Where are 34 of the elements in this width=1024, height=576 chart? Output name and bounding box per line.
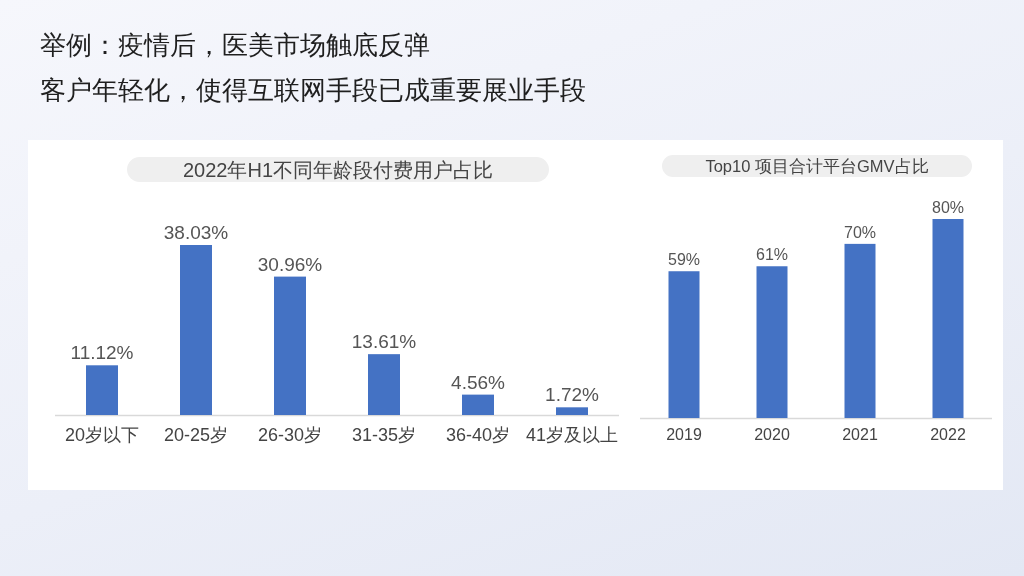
x-tick-label: 36-40岁	[445, 425, 511, 445]
data-label: 70%	[843, 223, 877, 241]
chart-title: Top10 项目合计平台GMV占比	[705, 156, 929, 175]
data-label: 80%	[931, 199, 965, 216]
bar	[274, 276, 306, 415]
x-tick-label: 2020	[754, 426, 790, 443]
data-label: 61%	[755, 246, 789, 264]
bar	[462, 394, 494, 415]
x-tick-label: 2021	[842, 426, 878, 443]
x-tick-label: 20-25岁	[163, 425, 229, 445]
bar	[668, 271, 700, 418]
x-tick-label: 26-30岁	[257, 425, 323, 445]
bar	[180, 245, 212, 415]
data-label: 59%	[667, 251, 701, 269]
chart-title: 2022年H1不同年龄段付费用户占比	[182, 158, 494, 181]
data-label: 13.61%	[351, 331, 417, 353]
data-label: 1.72%	[545, 384, 600, 406]
data-label: 30.96%	[257, 253, 323, 275]
data-label: 4.56%	[451, 371, 506, 393]
x-tick-label: 2022	[930, 426, 966, 443]
data-label: 11.12%	[70, 342, 134, 364]
data-label: 38.03%	[163, 222, 229, 243]
bar	[844, 243, 876, 418]
bar	[756, 266, 788, 418]
bar	[86, 365, 118, 415]
x-tick-label: 31-35岁	[351, 425, 417, 445]
bar	[368, 354, 400, 415]
x-tick-label: 2019	[666, 426, 702, 443]
x-tick-label: 41岁及以上	[525, 425, 619, 445]
text: 举例：疫情后，医美市场触底反弹	[40, 30, 430, 60]
x-tick-label: 20岁以下	[64, 425, 140, 445]
text: 客户年轻化，使得互联网手段已成重要展业手段	[40, 75, 586, 105]
bar	[932, 219, 964, 418]
bar	[556, 407, 588, 415]
